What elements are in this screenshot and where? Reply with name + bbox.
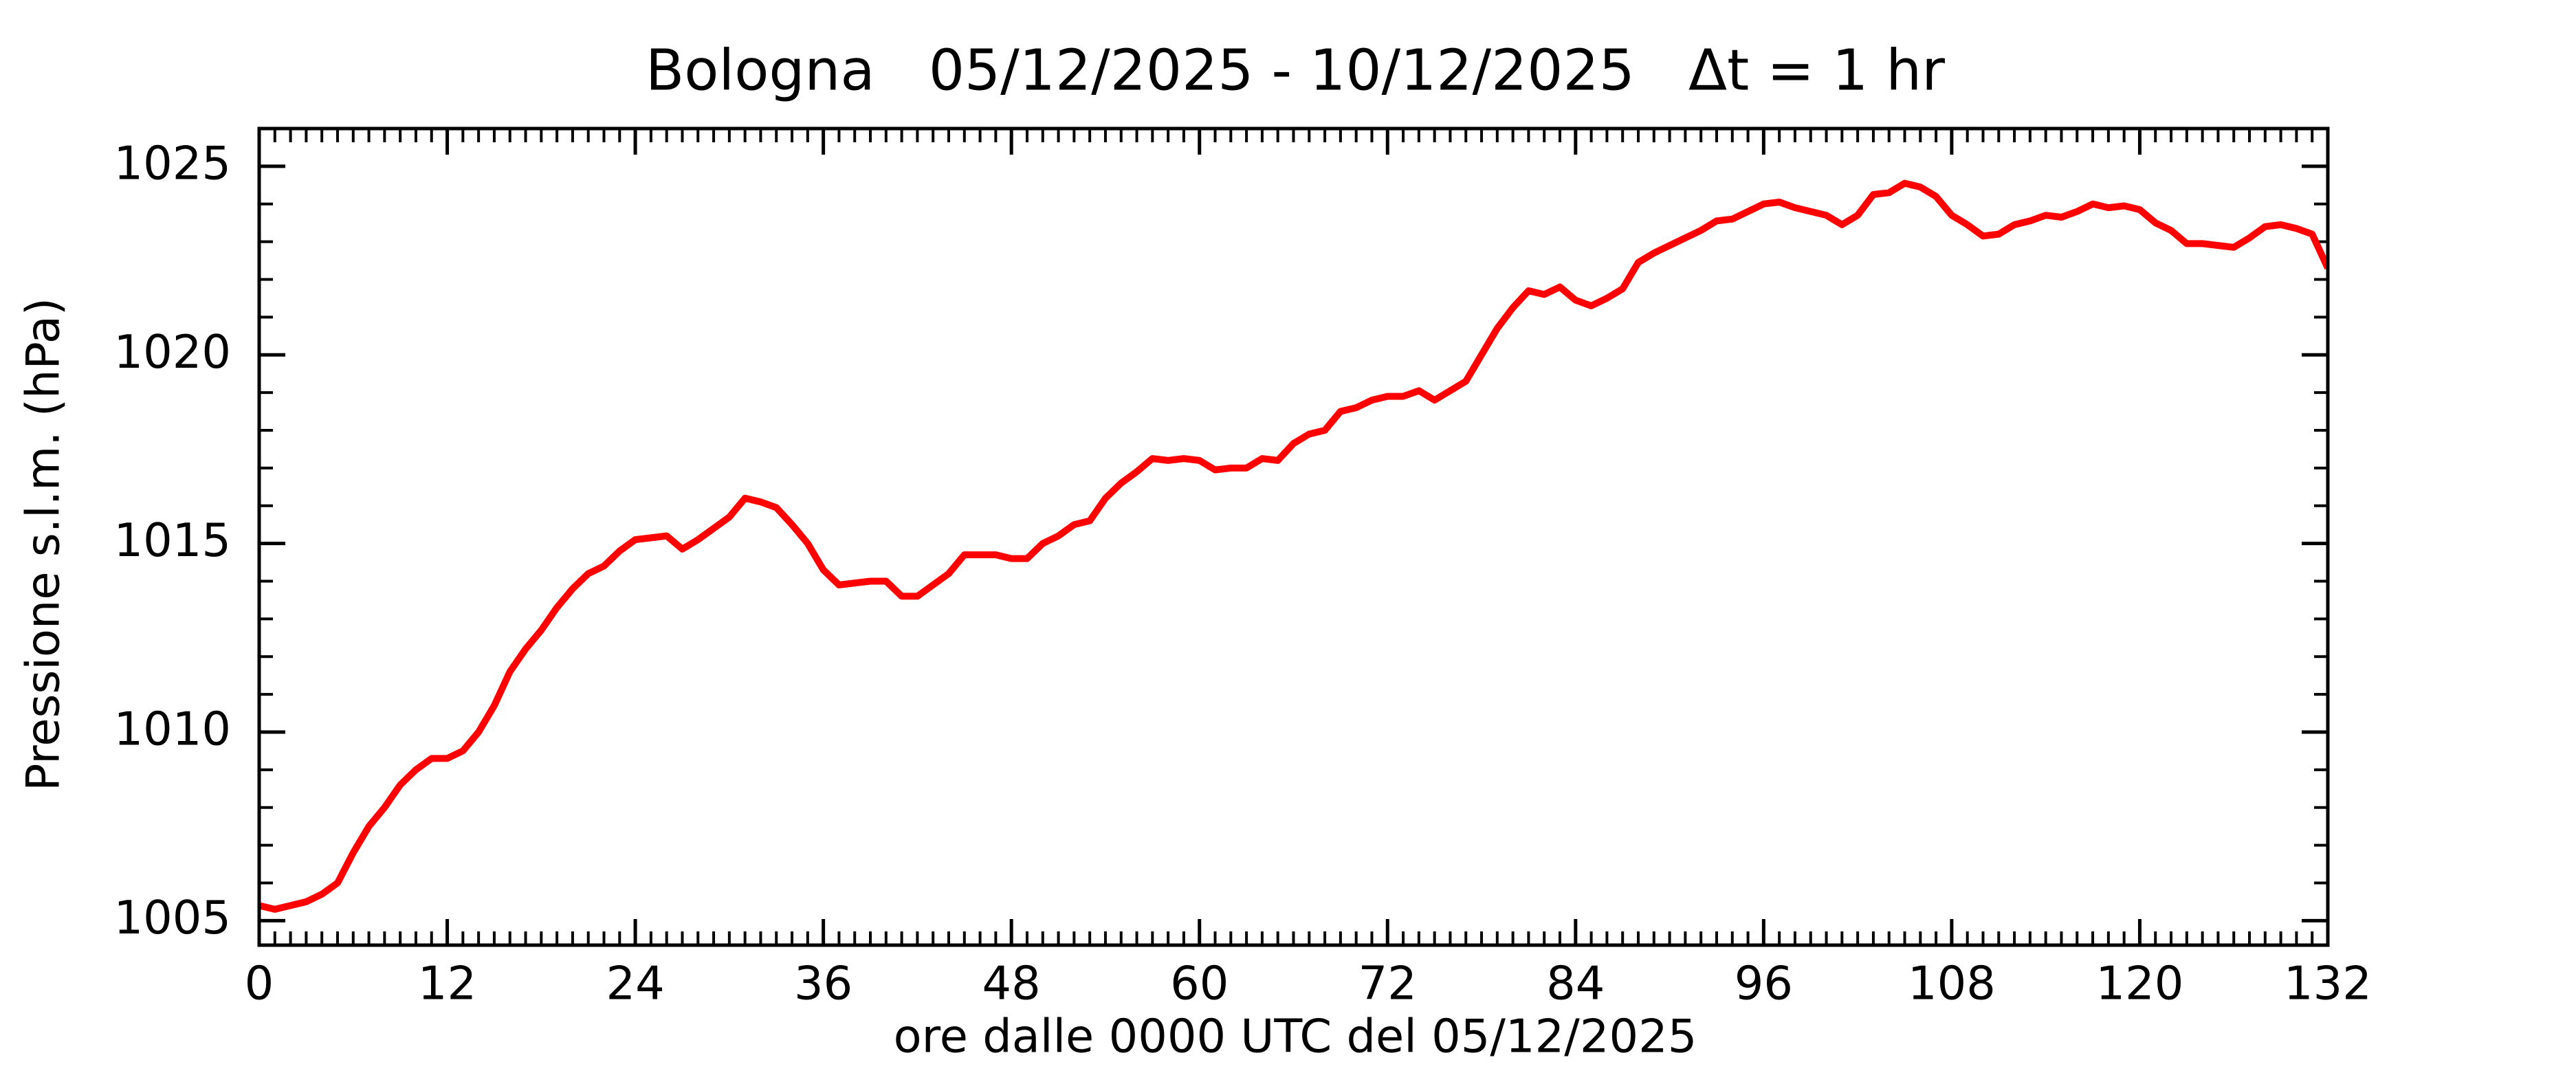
y-axis-label: Pressione s.l.m. (hPa) [16, 298, 70, 791]
x-tick-label: 48 [982, 957, 1041, 1010]
data-line [259, 179, 2328, 913]
x-tick-label: 120 [2096, 957, 2184, 1010]
y-tick-label: 1015 [113, 513, 231, 567]
x-tick-label: 108 [1908, 957, 1996, 1010]
plot-frame [257, 126, 2330, 947]
y-tick-label: 1025 [113, 136, 231, 190]
y-tick-label: 1005 [113, 891, 231, 944]
x-tick-label: 132 [2284, 957, 2372, 1010]
y-tick-label: 1020 [113, 325, 231, 379]
x-tick-label: 0 [245, 957, 274, 1010]
x-tick-label: 36 [794, 957, 852, 1010]
x-tick-label: 72 [1358, 957, 1417, 1010]
x-axis-label: ore dalle 0000 UTC del 05/12/2025 [894, 1010, 1697, 1063]
x-tick-label: 60 [1170, 957, 1229, 1010]
x-tick-label: 84 [1546, 957, 1605, 1010]
x-tick-label: 96 [1735, 957, 1793, 1010]
chart-title: Bologna 05/12/2025 - 10/12/2025 Δt = 1 h… [646, 38, 1945, 103]
x-tick-label: 12 [418, 957, 476, 1010]
y-tick-label: 1010 [113, 703, 231, 756]
x-tick-label: 24 [606, 957, 664, 1010]
